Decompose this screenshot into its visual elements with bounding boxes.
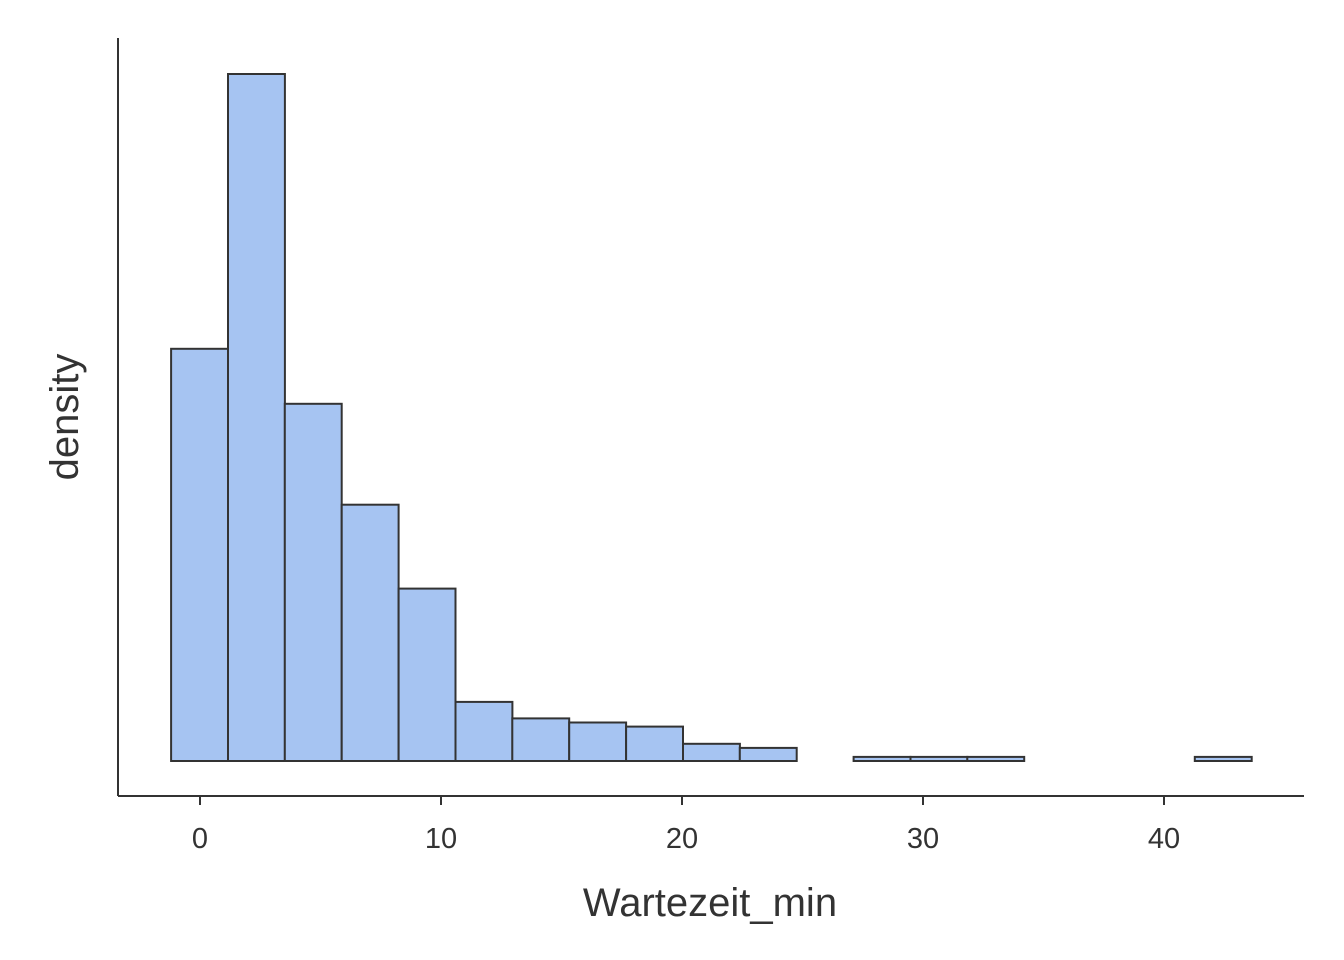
histogram-bar-10 bbox=[738, 746, 798, 763]
histogram-bar-2 bbox=[283, 402, 343, 762]
x-tick-label-40: 40 bbox=[1148, 823, 1180, 855]
x-tick-label-30: 30 bbox=[907, 823, 939, 855]
histogram-bar-13 bbox=[909, 755, 969, 763]
bars-group bbox=[170, 73, 1253, 763]
histogram-bar-0 bbox=[170, 347, 230, 762]
histogram-bar-6 bbox=[511, 717, 571, 763]
x-tick-label-0: 0 bbox=[192, 823, 208, 855]
histogram-bar-8 bbox=[625, 725, 684, 762]
histogram-bar-5 bbox=[454, 700, 514, 763]
histogram-bar-9 bbox=[682, 742, 741, 762]
x-axis-title: Wartezeit_min bbox=[583, 881, 837, 925]
x-tick-label-10: 10 bbox=[425, 823, 457, 855]
histogram-bar-3 bbox=[340, 503, 400, 762]
y-axis-title: density bbox=[43, 354, 87, 481]
histogram-bar-4 bbox=[397, 587, 457, 762]
x-axis-ticks: 0 10 20 30 40 bbox=[192, 796, 1180, 855]
histogram-bar-18 bbox=[1193, 755, 1253, 763]
histogram-bar-12 bbox=[852, 755, 912, 763]
histogram-bar-1 bbox=[227, 73, 286, 762]
histogram-bar-14 bbox=[966, 755, 1026, 763]
histogram-bar-7 bbox=[568, 721, 628, 762]
x-tick-label-20: 20 bbox=[666, 823, 698, 855]
